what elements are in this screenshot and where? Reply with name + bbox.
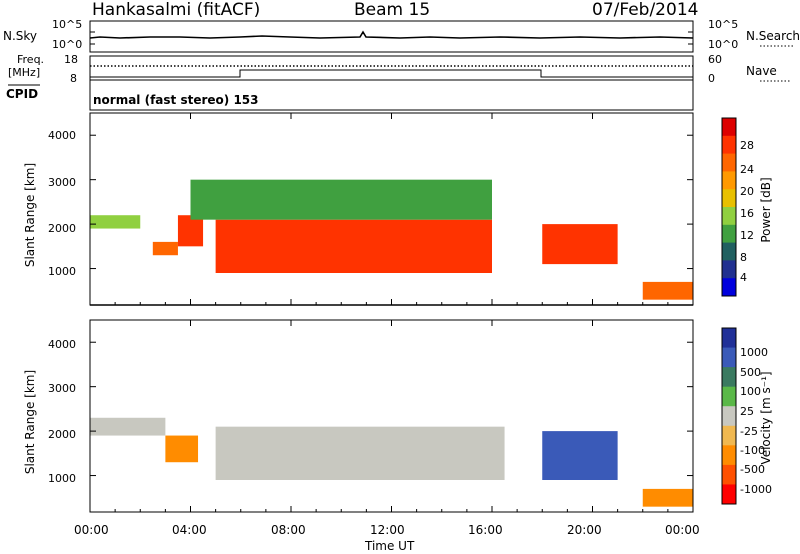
xtick-24: 00:00 bbox=[665, 523, 700, 537]
velocity-ytick-4000: 4000 bbox=[48, 338, 76, 351]
velocity-colorbar-tick-100: 100 bbox=[740, 385, 761, 398]
xtick-16: 16:00 bbox=[468, 523, 503, 537]
freq-series bbox=[90, 69, 693, 78]
power-region-2 bbox=[177, 215, 204, 247]
velocity-ytick-3000: 3000 bbox=[48, 382, 76, 395]
vel-cbar-swatch-2 bbox=[722, 367, 736, 388]
velocity-ytick-2000: 2000 bbox=[48, 428, 76, 441]
velocity-colorbar-tick-500: 500 bbox=[740, 366, 761, 379]
freq-tick-bottom: 8 bbox=[70, 72, 77, 85]
freq-unit-label: [MHz] bbox=[8, 66, 41, 79]
vel-cbar-swatch-1 bbox=[722, 347, 736, 368]
vel-cbar-swatch-3 bbox=[722, 386, 736, 407]
power-cbar-swatch-5 bbox=[722, 207, 736, 226]
power-region-3 bbox=[215, 219, 492, 273]
velocity-colorbar-tick-neg25: -25 bbox=[740, 425, 758, 438]
velocity-region-1 bbox=[165, 435, 199, 463]
power-cbar-swatch-2 bbox=[722, 153, 736, 172]
freq-tick-top: 18 bbox=[64, 53, 78, 66]
beam-title: Beam 15 bbox=[354, 0, 431, 20]
power-ylabel: Slant Range [km] bbox=[23, 163, 37, 267]
power-colorbar-tick-28: 28 bbox=[740, 139, 754, 152]
velocity-ylabel: Slant Range [km] bbox=[23, 370, 37, 474]
velocity-colorbar-tick-neg1000: -1000 bbox=[740, 483, 772, 496]
power-cbar-swatch-6 bbox=[722, 224, 736, 244]
power-region-1 bbox=[152, 241, 178, 256]
velocity-colorbar-tick-neg100: -100 bbox=[740, 444, 765, 457]
velocity-region-0 bbox=[90, 417, 166, 436]
xtick-20: 20:00 bbox=[567, 523, 602, 537]
noise-left-tick-top: 10^5 bbox=[52, 18, 83, 31]
velocity-region-3 bbox=[542, 431, 618, 480]
power-cbar-swatch-4 bbox=[722, 189, 736, 208]
xaxis-label: Time UT bbox=[365, 539, 415, 553]
power-cbar-swatch-0 bbox=[722, 118, 736, 137]
power-ytick-4000: 4000 bbox=[48, 129, 76, 142]
vel-cbar-swatch-7 bbox=[722, 464, 736, 485]
noise-left-tick-bottom: 10^0 bbox=[52, 38, 83, 51]
power-region-4 bbox=[190, 179, 492, 220]
power-cbar-swatch-8 bbox=[722, 260, 736, 279]
power-colorbar-tick-24: 24 bbox=[740, 163, 754, 176]
power-colorbar-tick-12: 12 bbox=[740, 229, 754, 242]
freq-label: Freq. bbox=[17, 53, 45, 66]
velocity-colorbar-tick-neg500: -500 bbox=[740, 463, 765, 476]
xtick-12: 12:00 bbox=[370, 523, 405, 537]
velocity-colorbar-label: Velocity [m s⁻¹] bbox=[759, 371, 773, 464]
power-cbar-swatch-7 bbox=[722, 242, 736, 261]
power-region-0 bbox=[90, 215, 141, 229]
vel-cbar-swatch-5 bbox=[722, 425, 736, 446]
xtick-4: 04:00 bbox=[172, 523, 207, 537]
power-ytick-2000: 2000 bbox=[48, 222, 76, 235]
velocity-region-2 bbox=[215, 426, 505, 480]
nsky-series bbox=[89, 30, 694, 39]
power-ytick-3000: 3000 bbox=[48, 176, 76, 189]
cpid-label: CPID bbox=[6, 87, 39, 101]
power-cbar-swatch-1 bbox=[722, 135, 736, 155]
date-title: 07/Feb/2014 bbox=[592, 0, 699, 20]
vel-cbar-swatch-8 bbox=[722, 484, 736, 505]
power-colorbar-tick-8: 8 bbox=[740, 251, 747, 264]
power-cbar-swatch-9 bbox=[722, 278, 736, 297]
axis-ticks bbox=[89, 113, 694, 512]
power-region-5 bbox=[542, 224, 618, 265]
power-ytick-1000: 1000 bbox=[48, 265, 76, 278]
nave-tick-top: 60 bbox=[708, 53, 722, 66]
power-colorbar bbox=[722, 118, 736, 297]
velocity-colorbar bbox=[722, 328, 736, 505]
xtick-8: 08:00 bbox=[271, 523, 306, 537]
vel-cbar-swatch-0 bbox=[722, 328, 736, 349]
xtick-0: 00:00 bbox=[74, 523, 109, 537]
vel-cbar-swatch-4 bbox=[722, 406, 736, 427]
velocity-colorbar-tick-25: 25 bbox=[740, 405, 754, 418]
nave-label: Nave bbox=[746, 64, 777, 78]
velocity-colorbar-tick-1000: 1000 bbox=[740, 346, 768, 359]
velocity-region-4 bbox=[642, 488, 693, 507]
power-colorbar-tick-20: 20 bbox=[740, 185, 754, 198]
power-cbar-swatch-3 bbox=[722, 171, 736, 190]
velocity-heatmap bbox=[90, 417, 693, 507]
power-colorbar-label: Power [dB] bbox=[759, 177, 773, 242]
nsky-label: N.Sky bbox=[3, 29, 38, 43]
nave-tick-bottom: 0 bbox=[708, 72, 715, 85]
noise-right-tick-top: 10^5 bbox=[708, 18, 739, 31]
vel-cbar-swatch-6 bbox=[722, 445, 736, 466]
noise-right-tick-bottom: 10^0 bbox=[708, 38, 739, 51]
velocity-ytick-1000: 1000 bbox=[48, 472, 76, 485]
station-title: Hankasalmi (fitACF) bbox=[92, 0, 261, 20]
nsearch-label: N.Search bbox=[746, 29, 800, 43]
power-region-6 bbox=[642, 281, 693, 300]
cpid-text: normal (fast stereo) 153 bbox=[93, 93, 259, 107]
power-colorbar-tick-4: 4 bbox=[740, 271, 747, 284]
power-heatmap bbox=[90, 179, 693, 300]
power-colorbar-tick-16: 16 bbox=[740, 207, 754, 220]
